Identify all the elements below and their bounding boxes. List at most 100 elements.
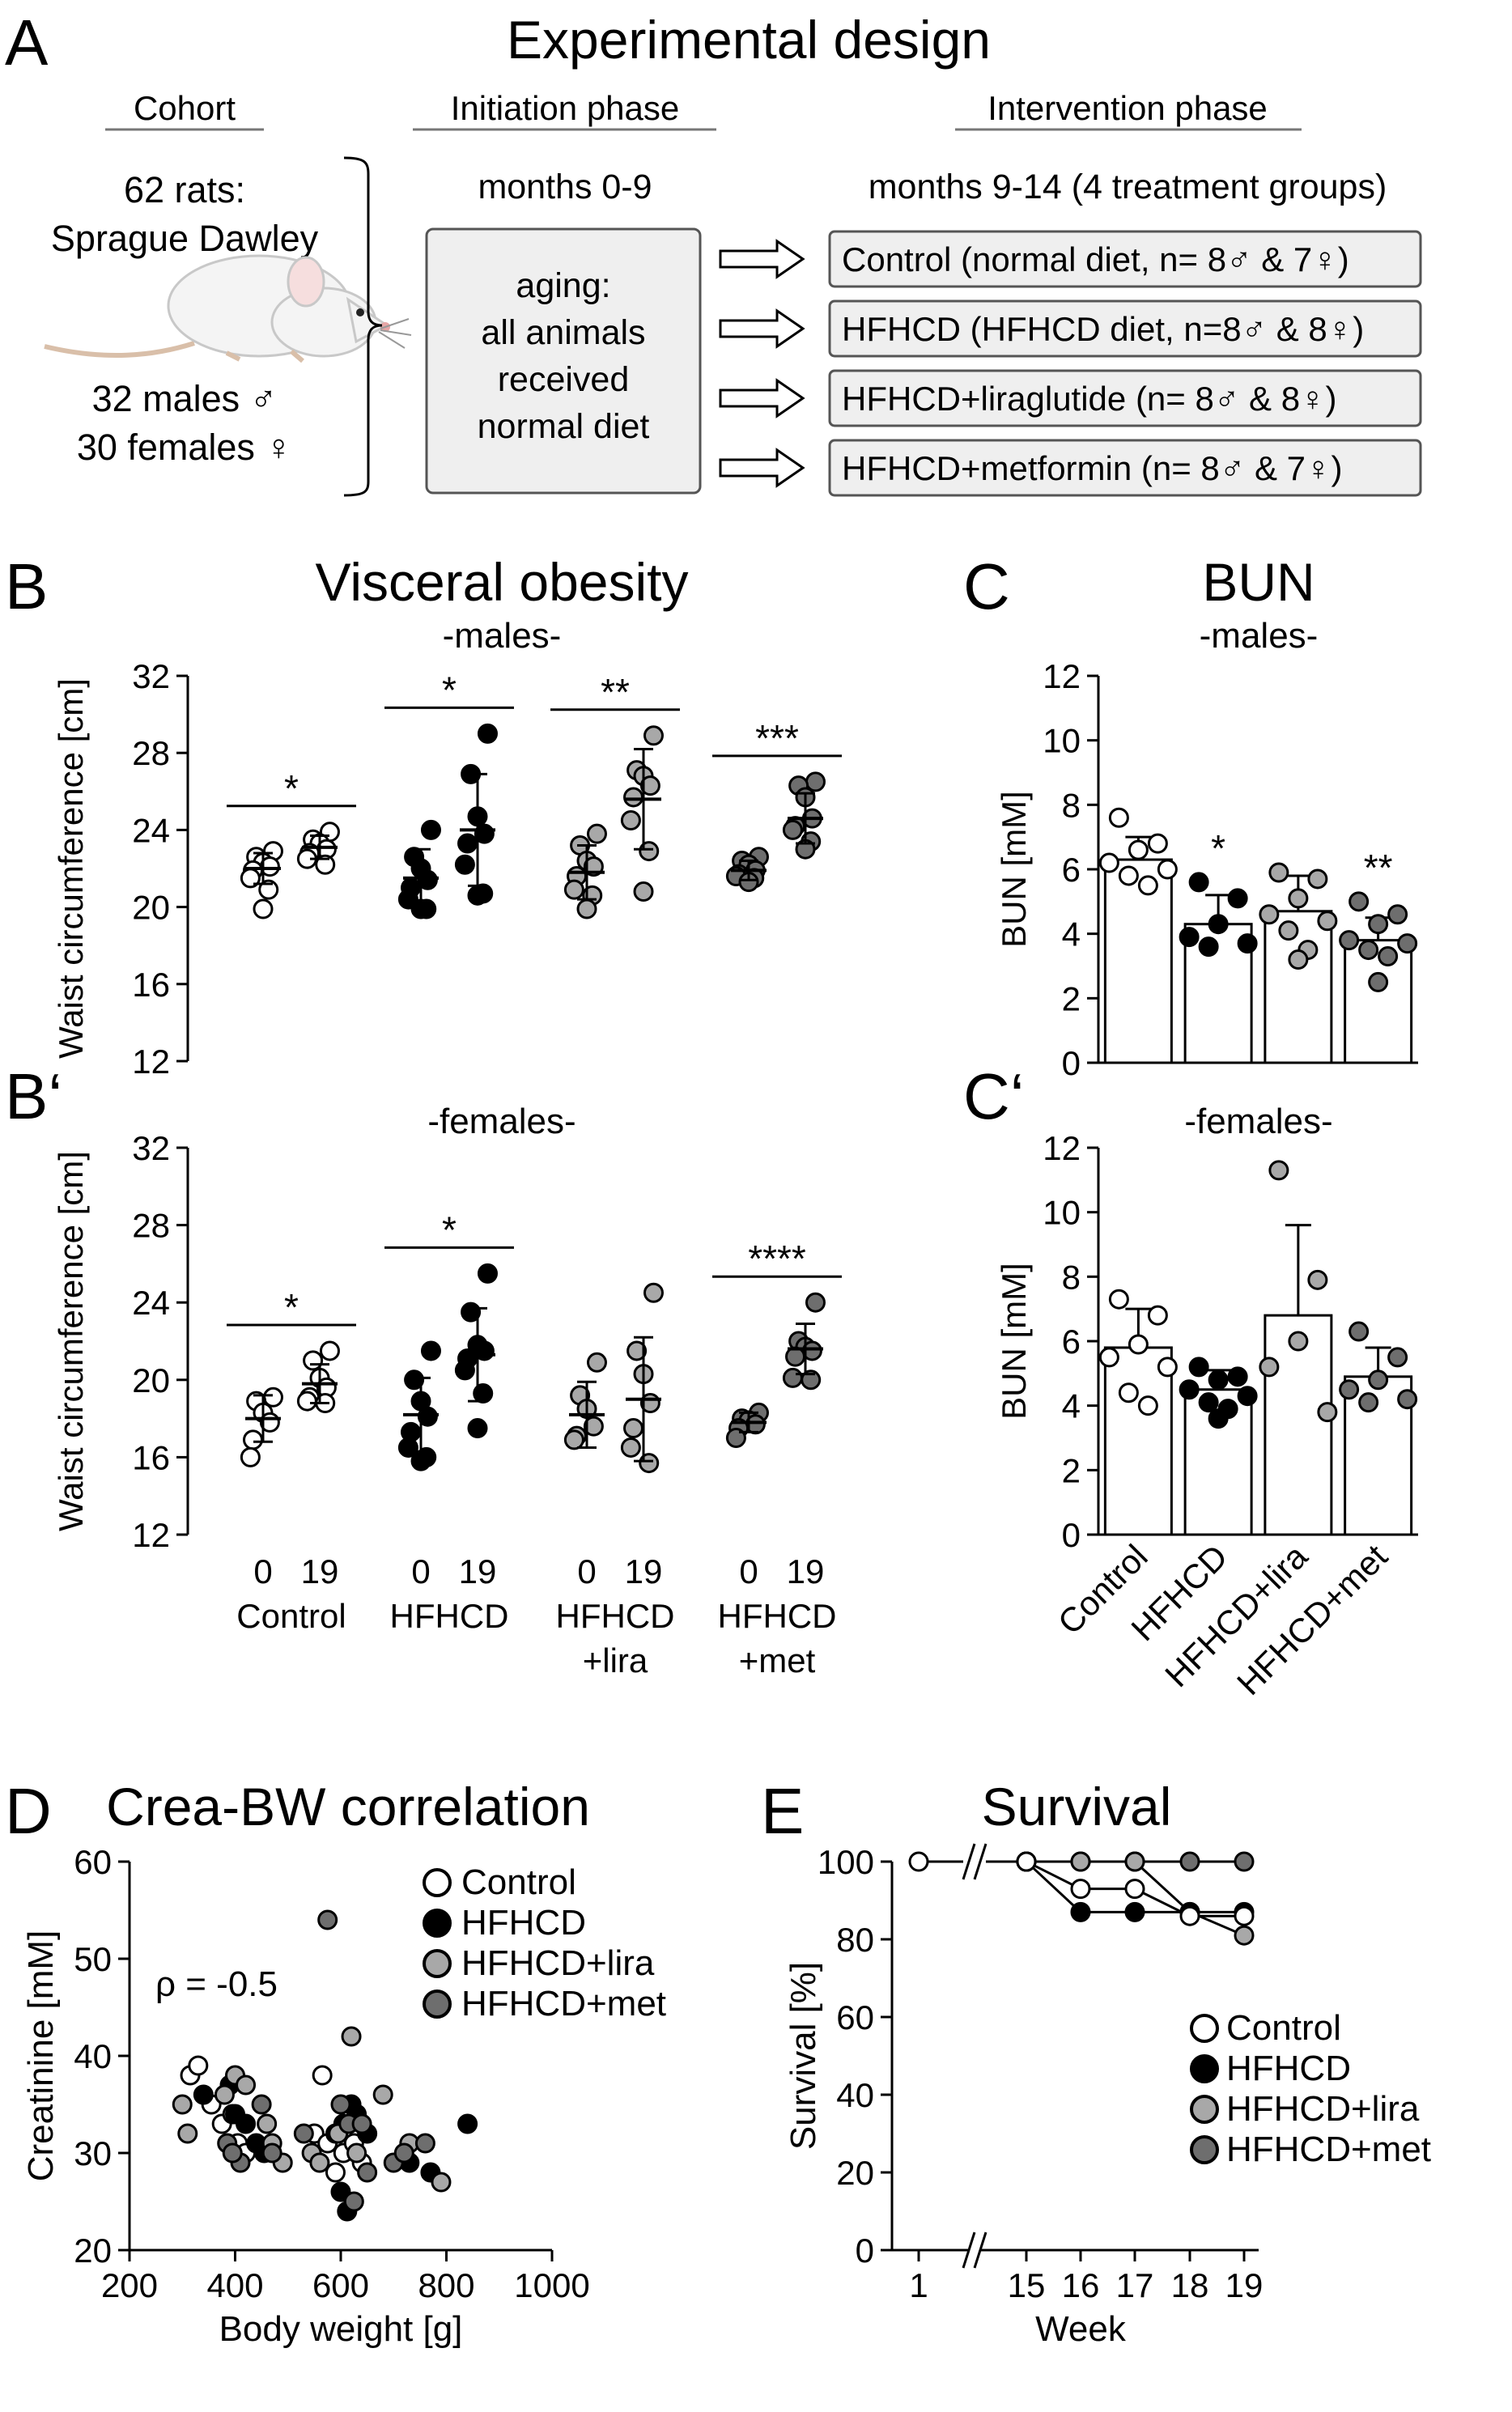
survival-point bbox=[1234, 1925, 1255, 1946]
data-point bbox=[563, 1429, 584, 1450]
data-point bbox=[251, 2094, 272, 2115]
legend-marker bbox=[1190, 2135, 1219, 2164]
data-point bbox=[1188, 872, 1209, 893]
data-point bbox=[1098, 852, 1119, 873]
y-tick-label: 10 bbox=[1043, 722, 1081, 760]
panel-a: A Experimental design Cohort Initiation … bbox=[5, 6, 1422, 497]
data-point bbox=[1108, 807, 1129, 828]
panel-letter-d: D bbox=[5, 1775, 52, 1847]
data-point bbox=[1378, 946, 1399, 967]
data-point bbox=[357, 2162, 378, 2183]
x-tick-label: 17 bbox=[1116, 2266, 1154, 2304]
data-point bbox=[330, 2094, 351, 2115]
panel-b-subtitle: -males- bbox=[443, 616, 562, 656]
flow-arrow-icon bbox=[719, 239, 805, 279]
legend-label: HFHCD bbox=[1226, 2049, 1351, 2088]
treatment-group-rows: Control (normal diet, n= 8♂ & 7♀) HFHCD (… bbox=[719, 230, 1422, 497]
cohort-brace bbox=[343, 156, 383, 497]
y-tick-label: 12 bbox=[132, 1043, 170, 1081]
significance-star: * bbox=[284, 767, 299, 809]
aging-line-1: aging: bbox=[516, 266, 610, 305]
y-tick-label: 12 bbox=[132, 1516, 170, 1554]
y-axis-label: BUN [mM] bbox=[995, 1263, 1033, 1420]
y-axis-label: Creatinine [mM] bbox=[21, 1930, 61, 2182]
y-tick-label: 12 bbox=[1043, 1129, 1081, 1167]
data-point bbox=[341, 2026, 362, 2047]
survival-point bbox=[1124, 1851, 1145, 1872]
data-point bbox=[782, 819, 803, 840]
data-point bbox=[1397, 933, 1418, 954]
x-tick-label: 18 bbox=[1171, 2266, 1209, 2304]
data-point bbox=[477, 723, 498, 744]
data-point bbox=[1128, 1334, 1149, 1355]
x-axis-label: Body weight [g] bbox=[219, 2309, 463, 2349]
data-point bbox=[623, 1418, 644, 1439]
bar bbox=[1103, 1346, 1173, 1536]
data-point bbox=[309, 2152, 330, 2173]
x-tick-label: 19 bbox=[1225, 2266, 1264, 2304]
treatment-group-box bbox=[828, 230, 1422, 288]
x-tick-label: 1 bbox=[909, 2266, 928, 2304]
data-point bbox=[261, 2142, 282, 2164]
significance-star: * bbox=[442, 669, 457, 711]
data-point bbox=[393, 2142, 414, 2164]
data-point bbox=[315, 854, 336, 875]
y-tick-label: 6 bbox=[1062, 851, 1081, 889]
y-tick-label: 28 bbox=[132, 1207, 170, 1245]
panel-b-title: Visceral obesity bbox=[315, 552, 688, 612]
data-point bbox=[620, 810, 641, 830]
data-point bbox=[1358, 940, 1379, 961]
y-tick-label: 10 bbox=[1043, 1194, 1081, 1232]
treatment-group-label: Control (normal diet, n= 8♂ & 7♀) bbox=[842, 240, 1349, 278]
data-point bbox=[725, 1428, 746, 1448]
bar bbox=[1103, 858, 1173, 1064]
data-point bbox=[805, 1292, 826, 1313]
data-point bbox=[643, 1282, 664, 1303]
cohort-header: Cohort bbox=[134, 89, 236, 127]
data-point bbox=[1268, 862, 1289, 883]
y-tick-label: 0 bbox=[856, 2232, 874, 2270]
data-point bbox=[633, 881, 654, 902]
y-tick-label: 0 bbox=[1062, 1516, 1081, 1554]
survival-point bbox=[1179, 1851, 1200, 1872]
data-point bbox=[576, 898, 597, 919]
data-point bbox=[417, 1406, 438, 1427]
data-point bbox=[1339, 1379, 1360, 1400]
aging-line-2: all animals bbox=[481, 313, 645, 352]
data-point bbox=[1208, 1369, 1229, 1391]
axis-break-mark bbox=[973, 2232, 987, 2269]
survival-point bbox=[1124, 1901, 1145, 1922]
data-point bbox=[1307, 1269, 1328, 1290]
y-tick-label: 20 bbox=[74, 2232, 112, 2270]
legend-label: Control bbox=[1226, 2008, 1341, 2048]
data-point bbox=[414, 2133, 435, 2154]
data-point bbox=[801, 1369, 822, 1391]
data-point bbox=[312, 2065, 333, 2086]
survival-point bbox=[1234, 1851, 1255, 1872]
data-point bbox=[1348, 1321, 1370, 1342]
y-tick-label: 32 bbox=[132, 1129, 170, 1167]
data-point bbox=[404, 1369, 425, 1391]
panel-c-subtitle: -males- bbox=[1200, 616, 1319, 656]
cohort-line-2: Sprague Dawley bbox=[51, 218, 319, 259]
data-point bbox=[1259, 1357, 1280, 1378]
y-axis-label: Waist circumference [cm] bbox=[52, 1151, 90, 1531]
data-point bbox=[626, 1340, 648, 1361]
x-tick-label: 15 bbox=[1008, 2266, 1046, 2304]
data-point bbox=[467, 1418, 488, 1439]
data-point bbox=[236, 2074, 257, 2096]
x-tick-label: 0 bbox=[253, 1552, 272, 1590]
data-point bbox=[431, 2172, 452, 2193]
data-point bbox=[1157, 859, 1178, 880]
significance-star: * bbox=[284, 1286, 299, 1328]
data-point bbox=[457, 2113, 478, 2134]
y-tick-label: 50 bbox=[74, 1940, 112, 1978]
data-point bbox=[1268, 1160, 1289, 1181]
group-label: HFHCD bbox=[390, 1597, 509, 1635]
flow-arrow-icon bbox=[719, 448, 805, 488]
data-point bbox=[1188, 1357, 1209, 1378]
data-point bbox=[1147, 1305, 1168, 1326]
data-point bbox=[343, 2191, 364, 2212]
